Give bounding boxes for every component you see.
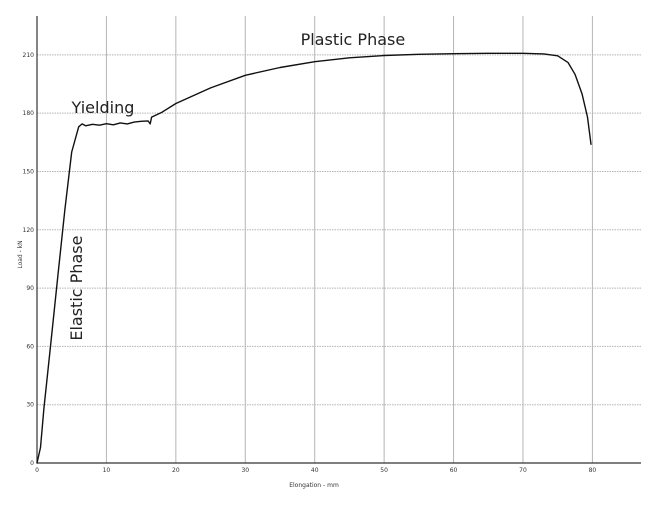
series — [36, 52, 592, 464]
x-tick-label: 50 — [380, 467, 388, 474]
annotation-label: Elastic Phase — [67, 236, 86, 341]
x-tick-label: 80 — [589, 467, 597, 474]
x-tick-label: 20 — [172, 467, 180, 474]
x-tick-label: 0 — [35, 467, 39, 474]
tick-labels: 0 10 20 30 40 50 60 70 80 0 30 60 90 120 150 180 210 — [23, 52, 597, 474]
y-tick-label: 60 — [26, 343, 34, 350]
annotation-label: Yielding — [71, 98, 135, 117]
x-tick-label: 30 — [241, 467, 249, 474]
axes — [36, 16, 641, 464]
y-tick-label: 0 — [30, 460, 34, 467]
x-tick-label: 60 — [450, 467, 458, 474]
x-tick-label: 40 — [311, 467, 319, 474]
x-tick-label: 70 — [519, 467, 527, 474]
y-tick-label: 30 — [26, 402, 34, 409]
x-tick-label: 10 — [103, 467, 111, 474]
x-axis-title: Elongation - mm — [289, 482, 339, 489]
y-tick-label: 120 — [23, 227, 35, 234]
y-tick-label: 180 — [23, 110, 35, 117]
series-line — [36, 52, 592, 464]
annotation-label: Plastic Phase — [301, 30, 406, 49]
annotations: Plastic Phase Yielding Elastic Phase — [67, 30, 405, 340]
y-axis-title: Load - kN — [17, 240, 24, 268]
grid — [37, 16, 641, 463]
y-tick-label: 210 — [23, 52, 35, 59]
y-tick-label: 150 — [23, 168, 35, 175]
y-tick-label: 90 — [26, 285, 34, 292]
